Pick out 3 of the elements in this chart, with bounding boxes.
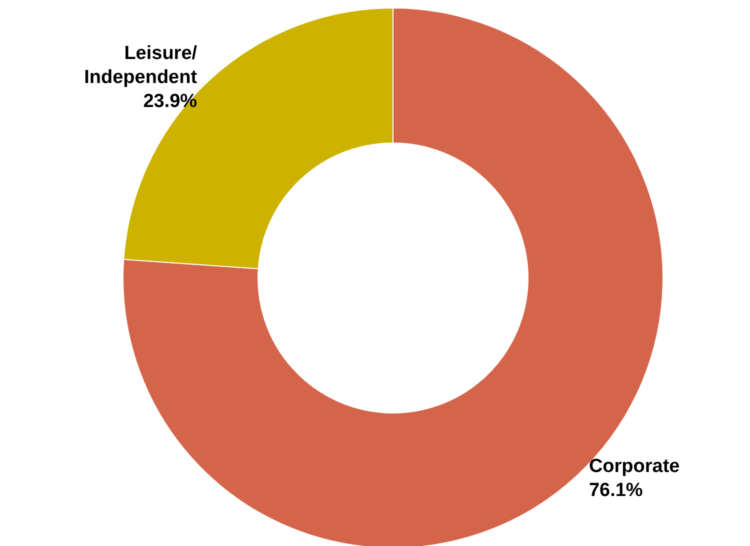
slice-label: Leisure/ Independent bbox=[84, 43, 198, 88]
slice-label: Corporate bbox=[588, 456, 680, 477]
data-label: 76.1% bbox=[588, 480, 643, 501]
